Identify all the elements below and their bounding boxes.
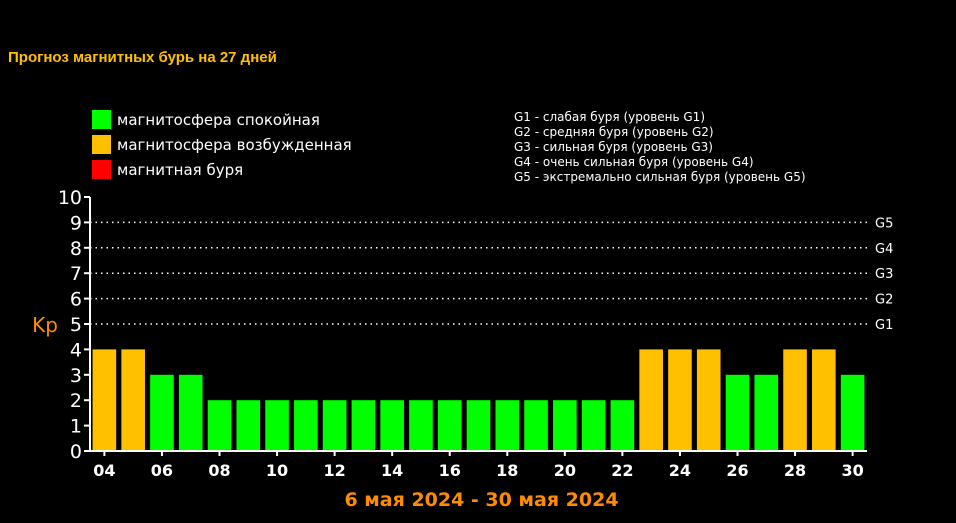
bar-day-10	[265, 400, 289, 451]
x-tick-label-04: 04	[93, 461, 115, 480]
x-tick-label-12: 12	[323, 461, 345, 480]
g-level-2: G2 - средняя буря (уровень G2)	[514, 125, 714, 139]
bar-day-28	[783, 349, 807, 451]
bar-day-22	[610, 400, 635, 451]
y-tick-label-5: 5	[70, 314, 82, 336]
legend-label-calm: магнитосфера спокойная	[117, 110, 320, 129]
excited-swatch	[92, 135, 111, 154]
bar-day-15	[409, 400, 433, 451]
g-axis-label-G5: G5	[875, 216, 893, 231]
x-tick-label-10: 10	[266, 461, 288, 480]
bar-day-23	[639, 349, 663, 451]
g-level-5: G5 - экстремально сильная буря (уровень …	[514, 170, 806, 184]
y-tick-label-7: 7	[70, 263, 82, 285]
x-tick-label-06: 06	[151, 461, 173, 480]
y-axis-label: Kp	[32, 313, 58, 337]
x-tick-label-18: 18	[496, 461, 518, 480]
bar-day-12	[322, 400, 347, 451]
bar-day-5	[121, 349, 145, 451]
bar-day-19	[524, 400, 548, 451]
chart-title: Прогноз магнитных бурь на 27 дней	[8, 49, 277, 66]
g-axis-label-G2: G2	[875, 293, 893, 308]
x-tick-label-08: 08	[208, 461, 230, 480]
bar-day-11	[294, 400, 318, 451]
x-tick-label-28: 28	[784, 461, 806, 480]
x-tick-label-14: 14	[381, 461, 403, 480]
bar-day-16	[437, 400, 462, 451]
legend: магнитосфера спокойная магнитосфера возб…	[92, 107, 352, 182]
g-level-legend: G1 - слабая буря (уровень G1) G2 - средн…	[514, 110, 806, 185]
g-level-1: G1 - слабая буря (уровень G1)	[514, 110, 705, 124]
bar-day-9	[236, 400, 261, 451]
bar-day-7	[178, 374, 203, 451]
bar-day-8	[207, 400, 232, 451]
y-tick-label-8: 8	[70, 238, 82, 260]
g-axis-label-G3: G3	[875, 267, 893, 282]
x-axis-label: 6 мая 2024 - 30 мая 2024	[344, 489, 618, 511]
bar-day-29	[812, 349, 836, 451]
bar-day-13	[351, 400, 376, 451]
x-tick-label-24: 24	[669, 461, 691, 480]
calm-swatch	[92, 110, 111, 129]
bar-day-14	[380, 400, 404, 451]
y-tick-label-0: 0	[70, 441, 82, 463]
y-tick-label-4: 4	[70, 339, 82, 361]
bar-day-24	[668, 349, 692, 451]
y-tick-label-3: 3	[70, 365, 82, 387]
bar-day-27	[754, 374, 779, 451]
bar-day-26	[725, 374, 750, 451]
g-level-3: G3 - сильная буря (уровень G3)	[514, 140, 713, 154]
storm-swatch	[92, 160, 111, 179]
bar-day-4	[92, 349, 117, 451]
x-tick-label-30: 30	[841, 461, 863, 480]
x-tick-label-16: 16	[439, 461, 461, 480]
x-tick-label-26: 26	[726, 461, 748, 480]
g-axis-label-G4: G4	[875, 242, 893, 257]
g-axis-label-G1: G1	[875, 318, 893, 333]
legend-label-storm: магнитная буря	[117, 160, 244, 179]
bar-day-30	[840, 374, 865, 451]
x-tick-label-20: 20	[554, 461, 576, 480]
legend-label-excited: магнитосфера возбужденная	[117, 135, 352, 154]
g-level-4: G4 - очень сильная буря (уровень G4)	[514, 155, 754, 169]
y-tick-label-9: 9	[70, 212, 82, 234]
bar-day-21	[581, 400, 606, 451]
y-tick-label-2: 2	[70, 390, 82, 412]
bar-day-17	[466, 400, 491, 451]
legend-item-calm: магнитосфера спокойная	[92, 107, 352, 132]
legend-item-storm: магнитная буря	[92, 157, 352, 182]
x-tick-label-22: 22	[611, 461, 633, 480]
bar-day-20	[553, 400, 577, 451]
y-tick-label-10: 10	[58, 187, 82, 209]
legend-item-excited: магнитосфера возбужденная	[92, 132, 352, 157]
bar-day-25	[696, 349, 721, 451]
bar-day-18	[495, 400, 520, 451]
bar-day-6	[150, 374, 174, 451]
y-tick-label-6: 6	[70, 289, 82, 311]
y-tick-label-1: 1	[70, 416, 82, 438]
